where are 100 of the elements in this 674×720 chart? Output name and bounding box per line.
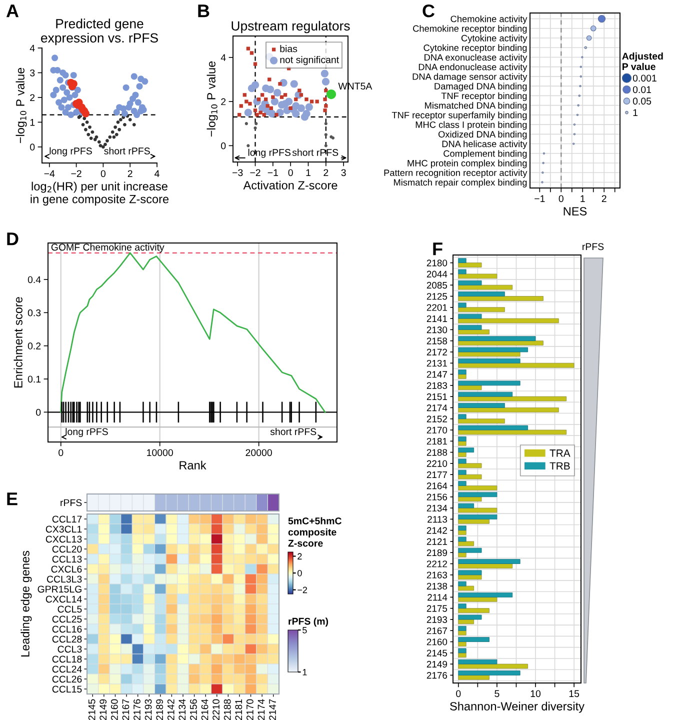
y-tick-label: 2141 bbox=[426, 315, 447, 322]
annotation: long rPFS bbox=[248, 148, 291, 158]
y-tick-label: 0 bbox=[36, 408, 41, 416]
y-tick-label: 2167 bbox=[426, 627, 447, 634]
text: B bbox=[198, 4, 210, 18]
y-tick-label: 2 bbox=[221, 98, 226, 106]
y-tick-label: 2212 bbox=[426, 560, 447, 568]
color-bar-title: 5mC+5hmC composite Z-score bbox=[288, 517, 342, 547]
y-tick-label: Damaged DNA binding bbox=[434, 82, 527, 92]
y-axis-title: Leading edge genes bbox=[20, 550, 32, 657]
x-axis-title: Activation Z-score bbox=[243, 180, 338, 190]
y-tick-label: CCL16 bbox=[52, 626, 82, 633]
y-tick-label: 2158 bbox=[426, 338, 448, 344]
x-tick-label: 2 bbox=[324, 169, 328, 176]
y-tick-label: MHC protein complex binding bbox=[408, 160, 527, 168]
y-tick-label: 4 bbox=[30, 44, 35, 52]
y-tick-label: DNA endonuclease activity bbox=[418, 64, 528, 72]
y-tick-label: rPFS bbox=[60, 499, 82, 506]
y-tick-label: CCL28 bbox=[52, 636, 82, 643]
x-tick-label: 3 bbox=[341, 169, 346, 176]
y-tick-label: 2163 bbox=[426, 572, 448, 578]
text: rPFS bbox=[582, 243, 604, 250]
x-tick-label: 2 bbox=[128, 170, 132, 177]
x-tick-label: 2156 bbox=[190, 699, 197, 720]
y-tick-label: 2114 bbox=[428, 594, 448, 601]
legend-title: Adjusted P value bbox=[622, 52, 663, 70]
x-tick-label: 0 bbox=[100, 170, 106, 178]
color-bar-label: 1 bbox=[302, 669, 307, 676]
y-axis-title: −log$_{10}$ P value bbox=[206, 61, 218, 137]
y-tick-label: Oxidized DNA binding bbox=[438, 130, 527, 140]
x-tick-label: 5 bbox=[494, 690, 500, 698]
annotation: short rPFS bbox=[270, 428, 316, 436]
y-tick-label: 2147 bbox=[426, 371, 447, 378]
x-tick-label: −1 bbox=[534, 195, 545, 202]
x-axis-title: NES bbox=[564, 207, 587, 216]
x-tick-label: −3 bbox=[232, 169, 243, 176]
y-tick-label: 2193 bbox=[426, 616, 448, 623]
y-tick-label: 2174 bbox=[426, 404, 448, 412]
y-tick-label: 2172 bbox=[426, 348, 447, 356]
y-tick-label: CCL18 bbox=[52, 656, 82, 663]
y-tick-label: 2145 bbox=[426, 650, 448, 656]
y-tick-label: 2151 bbox=[426, 393, 447, 400]
y-tick-label: 2134 bbox=[426, 504, 448, 512]
y-tick-label: 2125 bbox=[426, 293, 448, 300]
y-tick-label: CXCL6 bbox=[51, 566, 82, 573]
color-bar-title: rPFS (m) bbox=[288, 618, 328, 627]
color-bar-label: 0 bbox=[298, 570, 302, 576]
legend-label: TRA bbox=[550, 450, 570, 457]
legend-label: 0.01 bbox=[632, 86, 652, 94]
x-tick-label: 1 bbox=[306, 169, 310, 176]
y-tick-label: 2183 bbox=[426, 382, 448, 389]
y-tick-label: 0.3 bbox=[28, 309, 41, 316]
x-tick-label: 2145 bbox=[88, 699, 96, 720]
y-tick-label: 2170 bbox=[426, 426, 448, 434]
x-tick-label: 2181 bbox=[235, 699, 242, 720]
x-tick-label: 2189 bbox=[156, 699, 164, 720]
x-tick-label: 2134 bbox=[178, 699, 186, 720]
x-axis-title: log$_{2}$(HR) per unit increase in gene composite Z-score bbox=[30, 182, 169, 206]
text: D bbox=[7, 232, 18, 246]
y-tick-label: 2121 bbox=[426, 538, 447, 545]
y-tick-label: 2131 bbox=[426, 360, 447, 367]
y-tick-label: 2138 bbox=[426, 582, 448, 590]
annotation: long rPFS bbox=[66, 428, 108, 438]
x-tick-label: 2142 bbox=[167, 699, 174, 720]
y-tick-label: 2176 bbox=[426, 672, 448, 679]
y-tick-label: CCL3 bbox=[58, 646, 82, 653]
y-tick-label: 2164 bbox=[426, 482, 448, 490]
y-tick-label: DNA helicase activity bbox=[442, 140, 528, 149]
x-axis-title: Rank bbox=[180, 460, 206, 470]
y-tick-label: 0.2 bbox=[28, 342, 41, 350]
x-tick-label: 2167 bbox=[122, 699, 130, 720]
y-tick-label: 4 bbox=[220, 54, 226, 61]
y-tick-label: CCL13 bbox=[52, 556, 82, 563]
annotation: short rPFS bbox=[292, 148, 338, 156]
legend-label: not significant bbox=[280, 56, 340, 66]
y-tick-label: 0.1 bbox=[28, 376, 41, 383]
x-tick-label: 4 bbox=[154, 170, 160, 177]
y-tick-label: 2085 bbox=[426, 282, 448, 289]
legend-label: 0.05 bbox=[632, 98, 652, 105]
y-tick-label: TNF receptor superfamily binding bbox=[392, 112, 527, 120]
y-tick-label: 2044 bbox=[426, 270, 448, 278]
x-tick-label: −4 bbox=[44, 170, 55, 177]
x-tick-label: 1 bbox=[580, 195, 585, 202]
y-tick-label: Chemokine receptor binding bbox=[413, 25, 527, 34]
y-tick-label: Pattern recognition receptor activity bbox=[384, 169, 528, 178]
annotation: long rPFS bbox=[50, 147, 92, 156]
x-tick-label: 15 bbox=[569, 690, 580, 698]
color-bar-label: −2 bbox=[298, 586, 308, 594]
chart-title: Predicted gene expression vs. rPFS bbox=[41, 18, 158, 46]
x-tick-label: 10000 bbox=[147, 449, 173, 456]
y-tick-label: DNA damage sensor activity bbox=[412, 73, 528, 82]
y-tick-label: CCL3L3 bbox=[46, 576, 82, 583]
y-tick-label: Chemokine activity bbox=[450, 15, 528, 24]
y-tick-label: 1 bbox=[30, 119, 35, 126]
y-tick-label: CCL26 bbox=[52, 676, 82, 683]
y-tick-label: 2130 bbox=[426, 326, 448, 334]
y-axis-title: Enrichment score bbox=[14, 297, 22, 388]
y-tick-label: CCL17 bbox=[52, 516, 82, 523]
y-tick-label: Cytokine activity bbox=[461, 34, 528, 44]
x-tick-label: 2164 bbox=[201, 699, 208, 720]
